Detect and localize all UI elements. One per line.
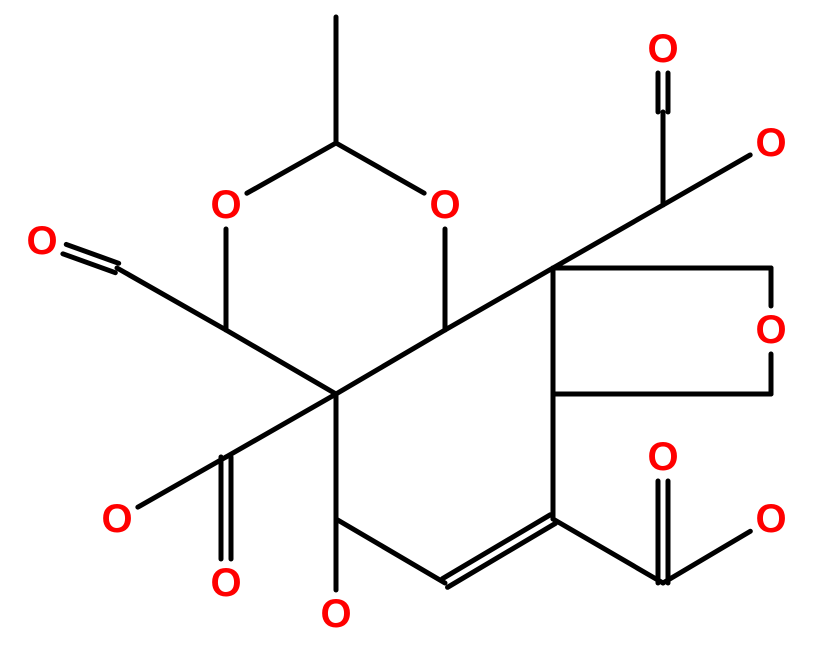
- bond: [247, 143, 336, 193]
- bond: [448, 523, 556, 587]
- atom-layer: O O O O O O O O O O O: [26, 27, 786, 636]
- bond: [226, 394, 336, 457]
- bond: [442, 515, 550, 579]
- atom-label-O: O: [429, 183, 460, 227]
- atom-label-O: O: [755, 497, 786, 541]
- bond-layer: [63, 17, 771, 590]
- bond: [445, 268, 553, 330]
- bond: [117, 268, 226, 330]
- atom-label-O: O: [647, 27, 678, 71]
- atom-label-O: O: [755, 308, 786, 352]
- atom-label-O: O: [210, 183, 241, 227]
- bond: [553, 519, 663, 583]
- bond: [226, 330, 336, 394]
- chemical-structure-diagram: O O O O O O O O O O O: [0, 0, 831, 667]
- bond: [336, 330, 445, 394]
- bond: [553, 205, 663, 268]
- atom-label-O: O: [755, 121, 786, 165]
- atom-label-O: O: [210, 561, 241, 605]
- bond: [336, 143, 424, 193]
- bond: [138, 457, 226, 507]
- atom-label-O: O: [101, 497, 132, 541]
- atom-label-O: O: [26, 219, 57, 263]
- bond: [663, 155, 750, 205]
- bond: [336, 519, 445, 583]
- atom-label-O: O: [647, 435, 678, 479]
- bond: [663, 531, 750, 583]
- atom-label-O: O: [320, 592, 351, 636]
